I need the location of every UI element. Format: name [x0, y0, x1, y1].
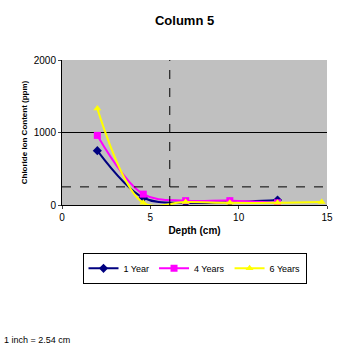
svg-text:1 Year: 1 Year — [124, 264, 150, 274]
svg-text:0: 0 — [50, 200, 56, 211]
svg-text:2000: 2000 — [34, 55, 57, 66]
svg-text:0: 0 — [59, 212, 65, 223]
svg-text:Column 5: Column 5 — [155, 13, 214, 28]
svg-text:15: 15 — [321, 212, 333, 223]
svg-text:5: 5 — [148, 212, 154, 223]
svg-text:Chloride Ion Content (ppm): Chloride Ion Content (ppm) — [20, 80, 29, 184]
svg-text:1 inch = 2.54 cm: 1 inch = 2.54 cm — [4, 335, 70, 345]
svg-text:4 Years: 4 Years — [194, 264, 225, 274]
svg-text:1000: 1000 — [34, 127, 57, 138]
svg-text:Depth (cm): Depth (cm) — [168, 225, 220, 236]
svg-text:6 Years: 6 Years — [270, 264, 301, 274]
svg-text:10: 10 — [233, 212, 245, 223]
